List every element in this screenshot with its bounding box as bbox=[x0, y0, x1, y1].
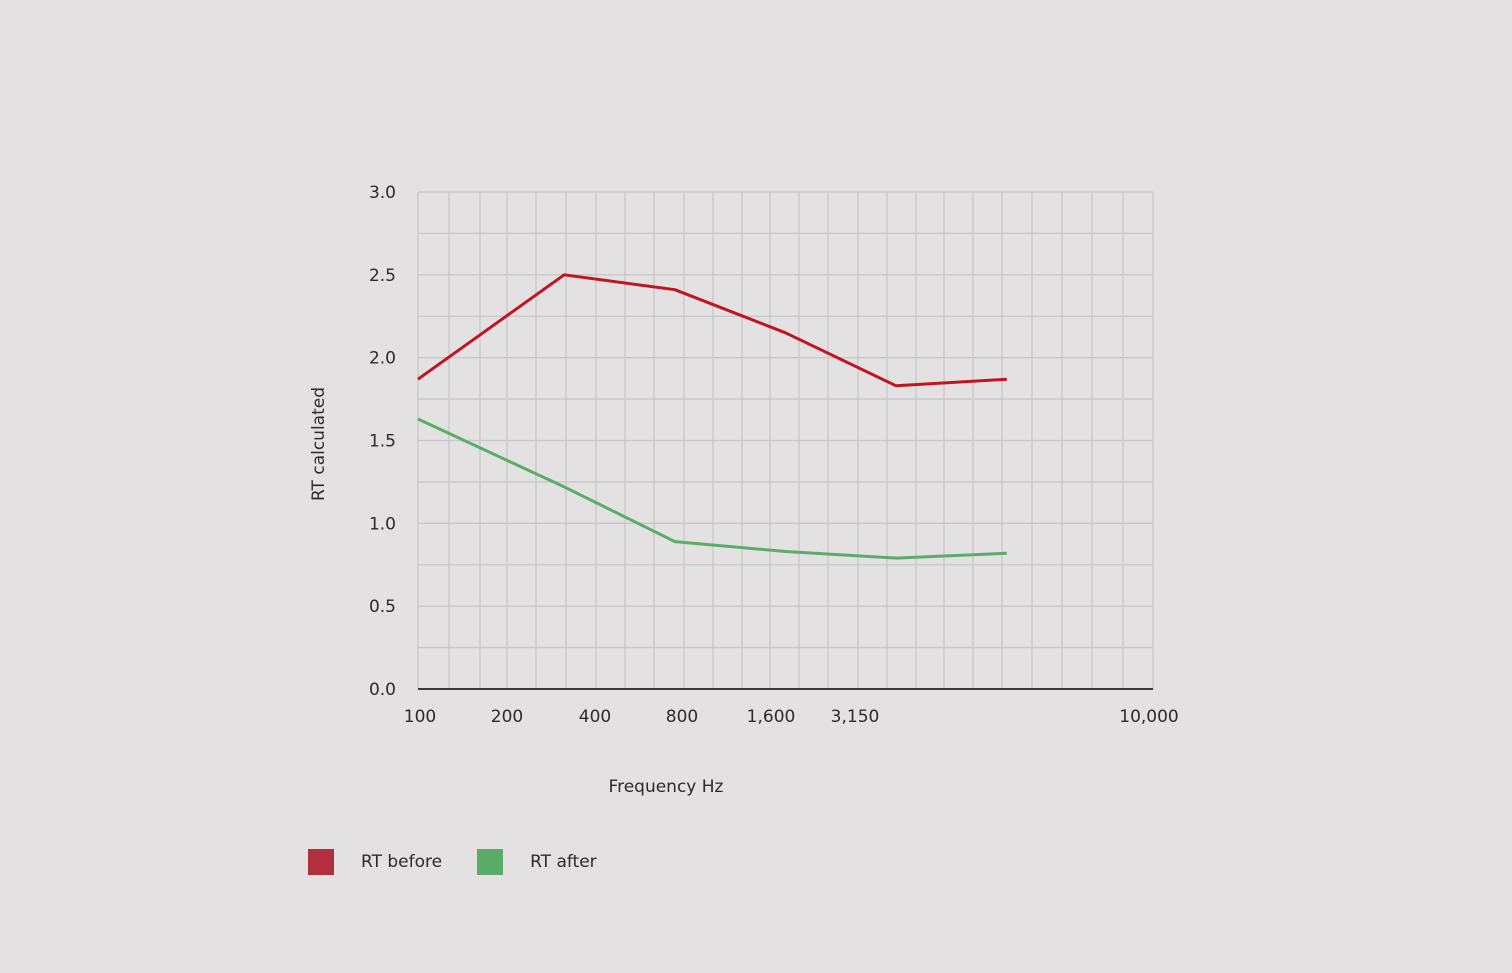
series-lines bbox=[417, 273, 1007, 560]
legend-label-rt-after: RT after bbox=[530, 852, 597, 872]
series-line-rt-before bbox=[417, 273, 1007, 388]
y-tick-label: 0.0 bbox=[369, 680, 396, 700]
legend-item-rt-before: RT before bbox=[308, 849, 442, 875]
y-tick-label: 0.5 bbox=[369, 597, 396, 617]
x-tick-label: 100 bbox=[404, 707, 436, 727]
y-tick-label: 1.5 bbox=[369, 432, 396, 452]
grid bbox=[417, 191, 1154, 690]
legend-swatch-rt-before bbox=[308, 849, 334, 875]
x-tick-label: 400 bbox=[579, 707, 611, 727]
y-tick-label: 2.5 bbox=[369, 266, 396, 286]
x-tick-label: 1,600 bbox=[747, 707, 796, 727]
legend-label-rt-before: RT before bbox=[361, 852, 443, 872]
y-tick-label: 3.0 bbox=[369, 183, 396, 203]
x-tick-label: 10,000 bbox=[1119, 707, 1178, 727]
legend-swatch-rt-after bbox=[477, 849, 504, 875]
y-tick-label: 1.0 bbox=[369, 514, 396, 534]
x-tick-label: 200 bbox=[491, 707, 523, 727]
tick-labels: 0.0 0.5 1.0 1.5 2.0 2.5 3.0 100 200 400 800 1,600 3,… bbox=[369, 183, 1179, 727]
y-tick-label: 2.0 bbox=[369, 349, 396, 369]
legend-item-rt-after: RT after bbox=[477, 849, 597, 875]
x-tick-label: 800 bbox=[666, 707, 698, 727]
legend: RT before RT after bbox=[308, 848, 632, 876]
series-line-rt-after bbox=[417, 417, 1007, 560]
x-axis-title: Frequency Hz bbox=[609, 777, 724, 797]
y-axis-title: RT calculated bbox=[309, 387, 329, 501]
x-tick-label: 3,150 bbox=[831, 707, 880, 727]
